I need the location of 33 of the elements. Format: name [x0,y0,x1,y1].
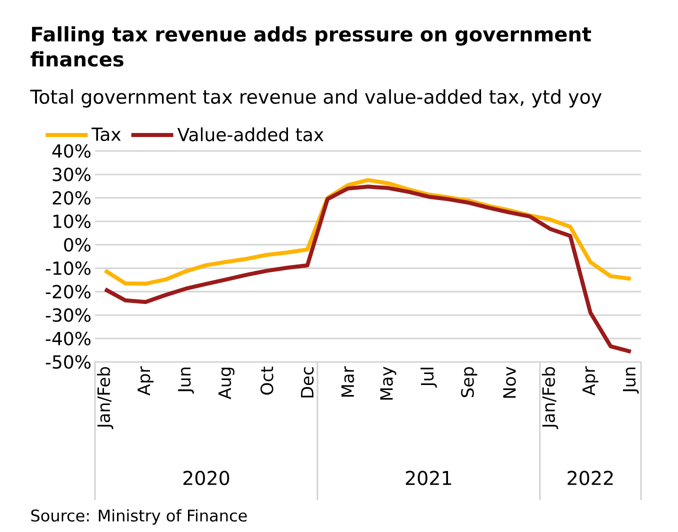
chart-title: Falling tax revenue adds pressure on government finances [30,26,592,67]
y-tick-label: 20% [52,191,90,205]
y-tick-label: -30% [46,308,90,322]
text: 2022 [568,470,613,486]
x-tick-label: Sep [461,367,478,398]
x-tick-label: Jan/Feb [96,367,114,430]
x-tick-label: Oct [260,366,274,395]
y-tick-label: 40% [52,144,90,158]
x-tick-label: Aug [218,368,234,400]
text: 2020 [183,470,230,486]
text: 2021 [406,470,452,486]
x-tick-label: Nov [503,366,516,398]
y-tick-label: 0% [64,238,90,252]
x-tick-label: Jun [622,368,639,394]
x-tick-label: Mar [341,366,354,397]
legend-label: Tax [92,128,121,142]
y-tick-label: -40% [46,332,90,346]
chart-subtitle: Total government tax revenue and value-added tax, ytd yoy [30,89,602,108]
x-tick-label: Dec [301,367,314,398]
x-tick-label: May [380,366,396,400]
x-tick-label: Jul [420,368,437,388]
y-tick-label: -10% [46,261,90,276]
legend-label: Value-added tax [177,127,324,142]
source-note: Source: Ministry of Finance [31,509,247,525]
y-tick-label: 30% [52,168,90,182]
y-tick-label: -50% [46,355,90,369]
x-tick-label: Apr [582,366,598,396]
x-tick-label: Jan/Feb [542,367,558,430]
y-tick-label: 10% [53,214,90,228]
y-tick-label: -20% [46,284,90,298]
x-tick-label: Jun [178,368,194,394]
x-tick-label: Apr [138,366,154,396]
line-series [103,184,633,354]
